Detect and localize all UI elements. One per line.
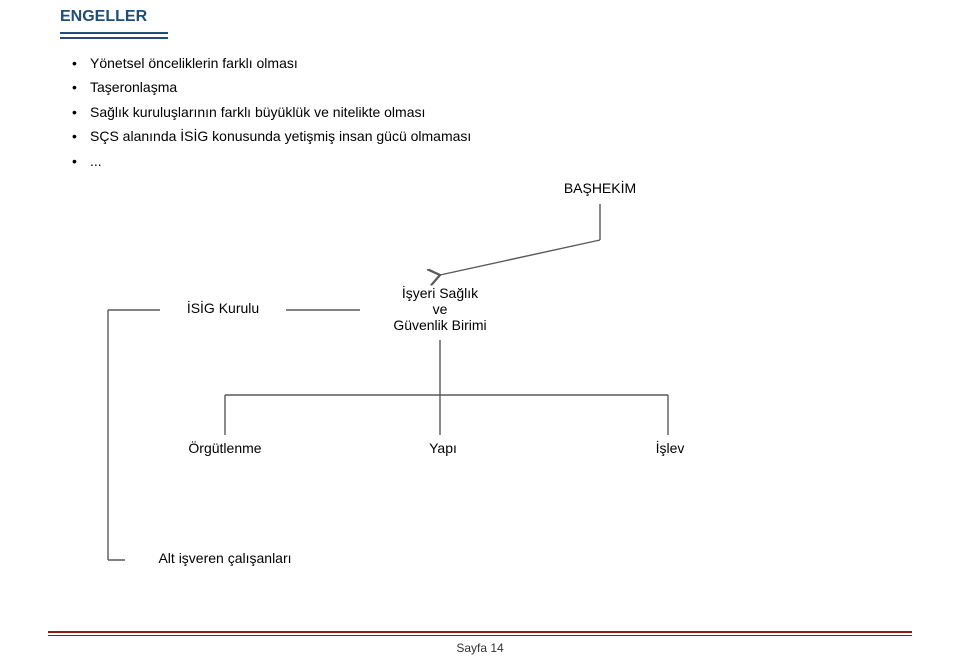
diagram-node-alt_isveren: Alt işveren çalışanları (130, 550, 320, 566)
diagram-node-bashekim: BAŞHEKİM (540, 180, 660, 196)
diagram-node-orgutlenme: Örgütlenme (175, 440, 275, 456)
page-number: Sayfa 14 (0, 641, 960, 655)
diagram-node-islev: İşlev (640, 440, 700, 456)
footer-rule (48, 631, 912, 635)
diagram-node-yapi: Yapı (413, 440, 473, 456)
org-diagram: BAŞHEKİM İSİG Kurulu İşyeri Sağlık ve Güve… (0, 0, 960, 665)
diagram-node-isig_kurulu: İSİG Kurulu (168, 300, 278, 316)
diagram-node-isyeri: İşyeri Sağlık ve Güvenlik Birimi (370, 285, 510, 333)
